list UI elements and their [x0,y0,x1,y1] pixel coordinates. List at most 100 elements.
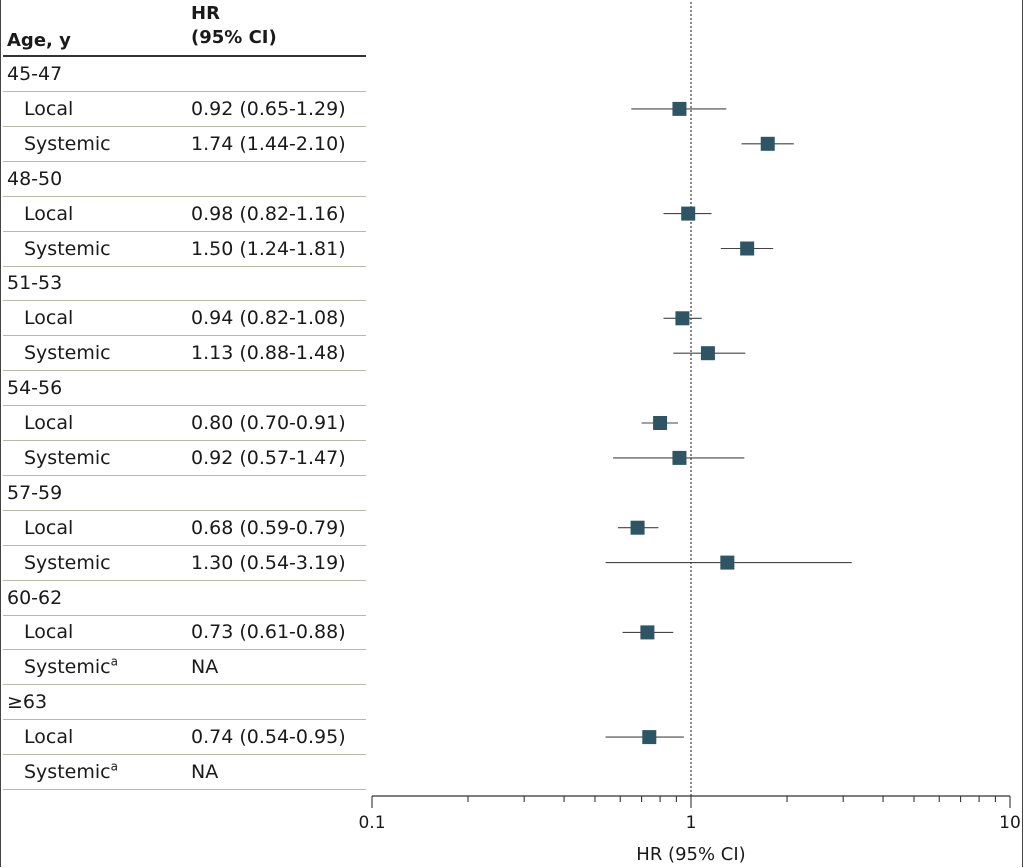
hr-ci-value: 0.68 (0.59-0.79) [191,516,346,539]
age-group-label: 48-50 [7,167,63,190]
group-row: 54-56 [3,371,366,407]
hr-ci-value: 0.92 (0.65-1.29) [191,97,346,120]
site-label: Local [24,726,74,749]
table-row: Local 0.94 (0.82-1.08) [3,301,366,337]
table-row: Local 0.92 (0.65-1.29) [3,92,366,127]
hr-marker [630,520,645,535]
row-separator [3,509,366,511]
row-separator [3,579,366,581]
age-group-label: 57-59 [7,481,63,504]
row-separator [3,474,366,476]
x-tick-label: 1 [686,813,697,833]
hr-marker [640,625,655,640]
table-row: Systemic 1.30 (0.54-3.19) [3,546,366,581]
hr-ci-value: 1.50 (1.24-1.81) [191,237,346,260]
site-label: Local [24,516,74,539]
table-row: Systemica NA [3,755,366,790]
group-row: 45-47 [3,57,366,92]
row-separator [3,544,366,546]
site-label: Local [24,621,74,644]
group-row: ≥63 [3,685,366,721]
table-row: Systemic 0.92 (0.57-1.47) [3,441,366,476]
row-separator [3,370,366,372]
site-label: Local [24,97,74,120]
hr-marker [760,136,775,151]
site-label: Local [24,307,74,330]
x-tick-label: 10 [999,813,1021,833]
hr-marker [672,450,687,465]
table-row: Local 0.73 (0.61-0.88) [3,615,366,651]
hr-ci-value: NA [191,656,219,679]
table-row: Local 0.74 (0.54-0.95) [3,720,366,756]
group-row: 48-50 [3,162,366,197]
site-label: Systemic [24,551,111,574]
row-separator [3,649,366,651]
age-group-label: ≥63 [7,691,48,714]
hr-ci-value: 0.94 (0.82-1.08) [191,307,346,330]
header-rule [3,55,366,57]
table-row: Systemic 1.74 (1.44-2.10) [3,127,366,162]
group-row: 57-59 [3,476,366,511]
table-row: Systemica NA [3,650,366,686]
header-hr: HR (95% CI) [191,2,277,50]
row-separator [3,195,366,197]
row-separator [3,335,366,337]
hr-marker [672,101,687,116]
hr-ci-value: 0.80 (0.70-0.91) [191,412,346,434]
site-label: Local [24,202,74,225]
header-age: Age, y [7,30,71,51]
group-row: 60-62 [3,581,366,616]
site-label: Systemic [24,237,111,260]
row-separator [3,614,366,616]
hr-ci-value: 1.30 (0.54-3.19) [191,551,346,574]
table-row: Systemic 1.50 (1.24-1.81) [3,232,366,267]
age-group-label: 51-53 [7,272,63,295]
site-label: Systemica [24,759,118,783]
row-separator [3,265,366,267]
age-group-label: 54-56 [7,377,63,400]
table-row: Local 0.68 (0.59-0.79) [3,511,366,546]
site-label: Systemic [24,132,111,155]
group-row: 51-53 [3,266,366,302]
row-separator [3,91,366,92]
hr-marker [700,346,715,361]
row-separator [3,160,366,162]
row-separator [3,789,366,790]
row-separator [3,300,366,302]
x-tick-label: 0.1 [358,813,385,833]
hr-marker [681,206,696,221]
table-row: Systemic 1.13 (0.88-1.48) [3,336,366,372]
hr-marker [740,241,755,256]
header-hr-line1: HR [191,3,220,24]
hr-marker [653,416,668,430]
hr-marker [642,730,657,745]
hr-ci-value: 0.73 (0.61-0.88) [191,621,346,644]
hr-ci-value: 0.98 (0.82-1.16) [191,202,346,225]
hr-marker [720,555,735,570]
row-separator [3,230,366,232]
row-separator [3,684,366,686]
age-group-label: 60-62 [7,586,63,609]
site-label: Systemic [24,342,111,365]
hr-ci-value: 0.92 (0.57-1.47) [191,446,346,469]
hr-ci-value: NA [191,761,219,783]
row-separator [3,440,366,441]
age-group-label: 45-47 [7,63,63,85]
row-separator [3,719,366,721]
x-axis-title: HR (95% CI) [636,844,745,865]
hr-ci-value: 1.13 (0.88-1.48) [191,342,346,365]
hr-ci-value: 1.74 (1.44-2.10) [191,132,346,155]
site-label: Systemica [24,654,118,679]
table-row: Local 0.98 (0.82-1.16) [3,197,366,232]
site-label: Local [24,412,74,434]
table-row: Local 0.80 (0.70-0.91) [3,406,366,441]
footnote-marker: a [110,759,118,774]
hr-marker [675,311,690,326]
row-separator [3,754,366,756]
row-separator [3,125,366,127]
header-hr-line2: (95% CI) [191,27,277,48]
site-label: Systemic [24,446,111,469]
footnote-marker: a [110,654,118,669]
